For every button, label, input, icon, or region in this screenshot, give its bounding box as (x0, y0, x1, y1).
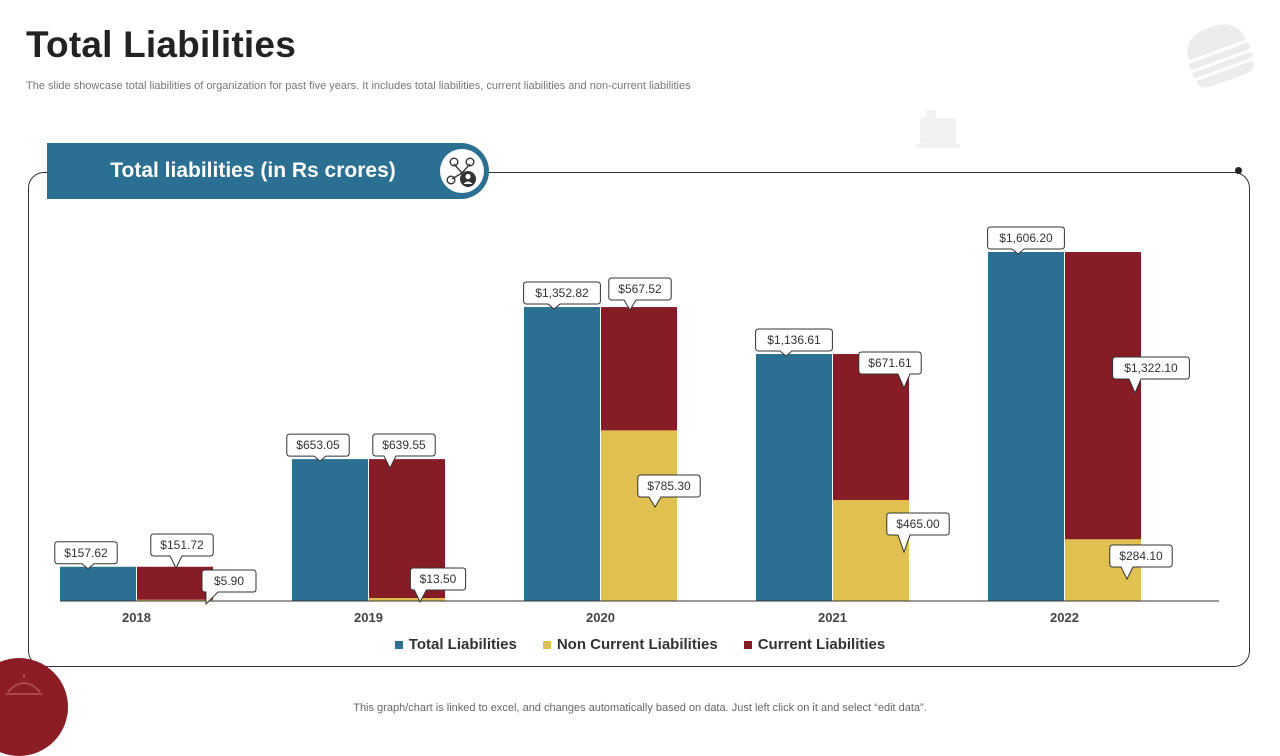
bar-total-2020 (524, 307, 600, 601)
bar-total-2022 (988, 252, 1064, 601)
bar-current-2020 (601, 307, 677, 431)
chart-header-label: Total liabilities (in Rs crores) (110, 159, 396, 182)
data-label-current-2022-callout (1112, 356, 1190, 395)
x-tick-label-2018: 2018 (122, 610, 151, 625)
bar-current-2021 (833, 354, 909, 500)
bar-total-2019 (292, 459, 368, 601)
data-label-total-2018: $157.62 (64, 546, 108, 560)
chart-header: Total liabilities (in Rs crores) (47, 143, 489, 199)
data-label-non-current-2019-callout (409, 567, 467, 604)
data-label-total-2019-callout (286, 433, 350, 462)
x-tick-label-2019: 2019 (354, 610, 383, 625)
sewing-machine-icon (916, 110, 960, 148)
data-label-total-2022: $1,606.20 (999, 231, 1053, 245)
data-label-non-current-2022: $284.10 (1119, 549, 1163, 563)
data-label-current-2021: $671.61 (868, 356, 912, 370)
legend-swatch-current (743, 640, 752, 649)
legend-swatch-non-current (542, 640, 551, 649)
data-label-current-2020: $567.52 (618, 282, 662, 296)
data-label-non-current-2022-callout (1109, 544, 1173, 581)
data-label-current-2018-callout (150, 533, 214, 570)
legend-item-non-current: Non Current Liabilities (542, 636, 718, 653)
bar-non-current-2020 (601, 430, 677, 601)
page-title: Total Liabilities (26, 24, 296, 65)
x-tick-label-2022: 2022 (1050, 610, 1079, 625)
bar-non-current-2018 (137, 599, 213, 601)
legend-item-current: Current Liabilities (743, 636, 886, 653)
page-subtitle: The slide showcase total liabilities of … (26, 80, 691, 92)
legend-swatch-total (394, 640, 403, 649)
data-label-total-2020-callout (523, 281, 601, 310)
panel-corner-dot (1235, 167, 1242, 174)
legend-label-non-current: Non Current Liabilities (556, 636, 718, 653)
liabilities-chart: 2018 2019 2020 2021 2022 $157.62 $653.05 $1,352… (54, 226, 1219, 625)
legend-item-total: Total Liabilities (394, 636, 517, 653)
bar-non-current-2019 (369, 598, 445, 601)
data-label-non-current-2018: $5.90 (214, 574, 244, 588)
data-label-total-2021: $1,136.61 (767, 333, 821, 347)
bar-current-2018 (137, 566, 213, 600)
data-label-non-current-2020-callout (637, 474, 701, 508)
data-label-total-2021-callout (755, 328, 833, 357)
data-label-current-2021-callout (858, 351, 922, 390)
data-label-non-current-2021-callout (886, 512, 950, 554)
chart-footnote: This graph/chart is linked to excel, and… (353, 702, 927, 714)
data-label-non-current-2019: $13.50 (420, 572, 457, 586)
data-label-total-2022-callout (987, 226, 1065, 255)
data-label-non-current-2018-callout (201, 569, 257, 606)
legend-label-total: Total Liabilities (408, 636, 517, 653)
data-label-non-current-2020: $785.30 (647, 479, 691, 493)
bar-total-2018 (60, 566, 136, 601)
data-label-current-2019: $639.55 (382, 438, 426, 452)
data-label-current-2018: $151.72 (160, 538, 204, 552)
data-label-total-2020: $1,352.82 (535, 286, 589, 300)
data-label-current-2020-callout (608, 277, 672, 311)
money-network-icon (440, 149, 484, 193)
chart-legend: Total Liabilities Non Current Liabilitie… (0, 636, 1280, 653)
burger-watermark-icon (1187, 24, 1254, 88)
data-label-total-2018-callout (54, 541, 118, 570)
bar-current-2022 (1065, 252, 1141, 540)
data-label-non-current-2021: $465.00 (896, 517, 940, 531)
bar-total-2021 (756, 354, 832, 601)
x-tick-label-2021: 2021 (818, 610, 847, 625)
legend-label-current: Current Liabilities (757, 636, 886, 653)
food-tray-icon (6, 674, 42, 695)
x-tick-label-2020: 2020 (586, 610, 615, 625)
data-label-current-2019-callout (372, 433, 436, 470)
data-label-current-2022: $1,322.10 (1124, 361, 1178, 375)
data-label-total-2019: $653.05 (296, 438, 340, 452)
chart-panel (28, 172, 1250, 667)
